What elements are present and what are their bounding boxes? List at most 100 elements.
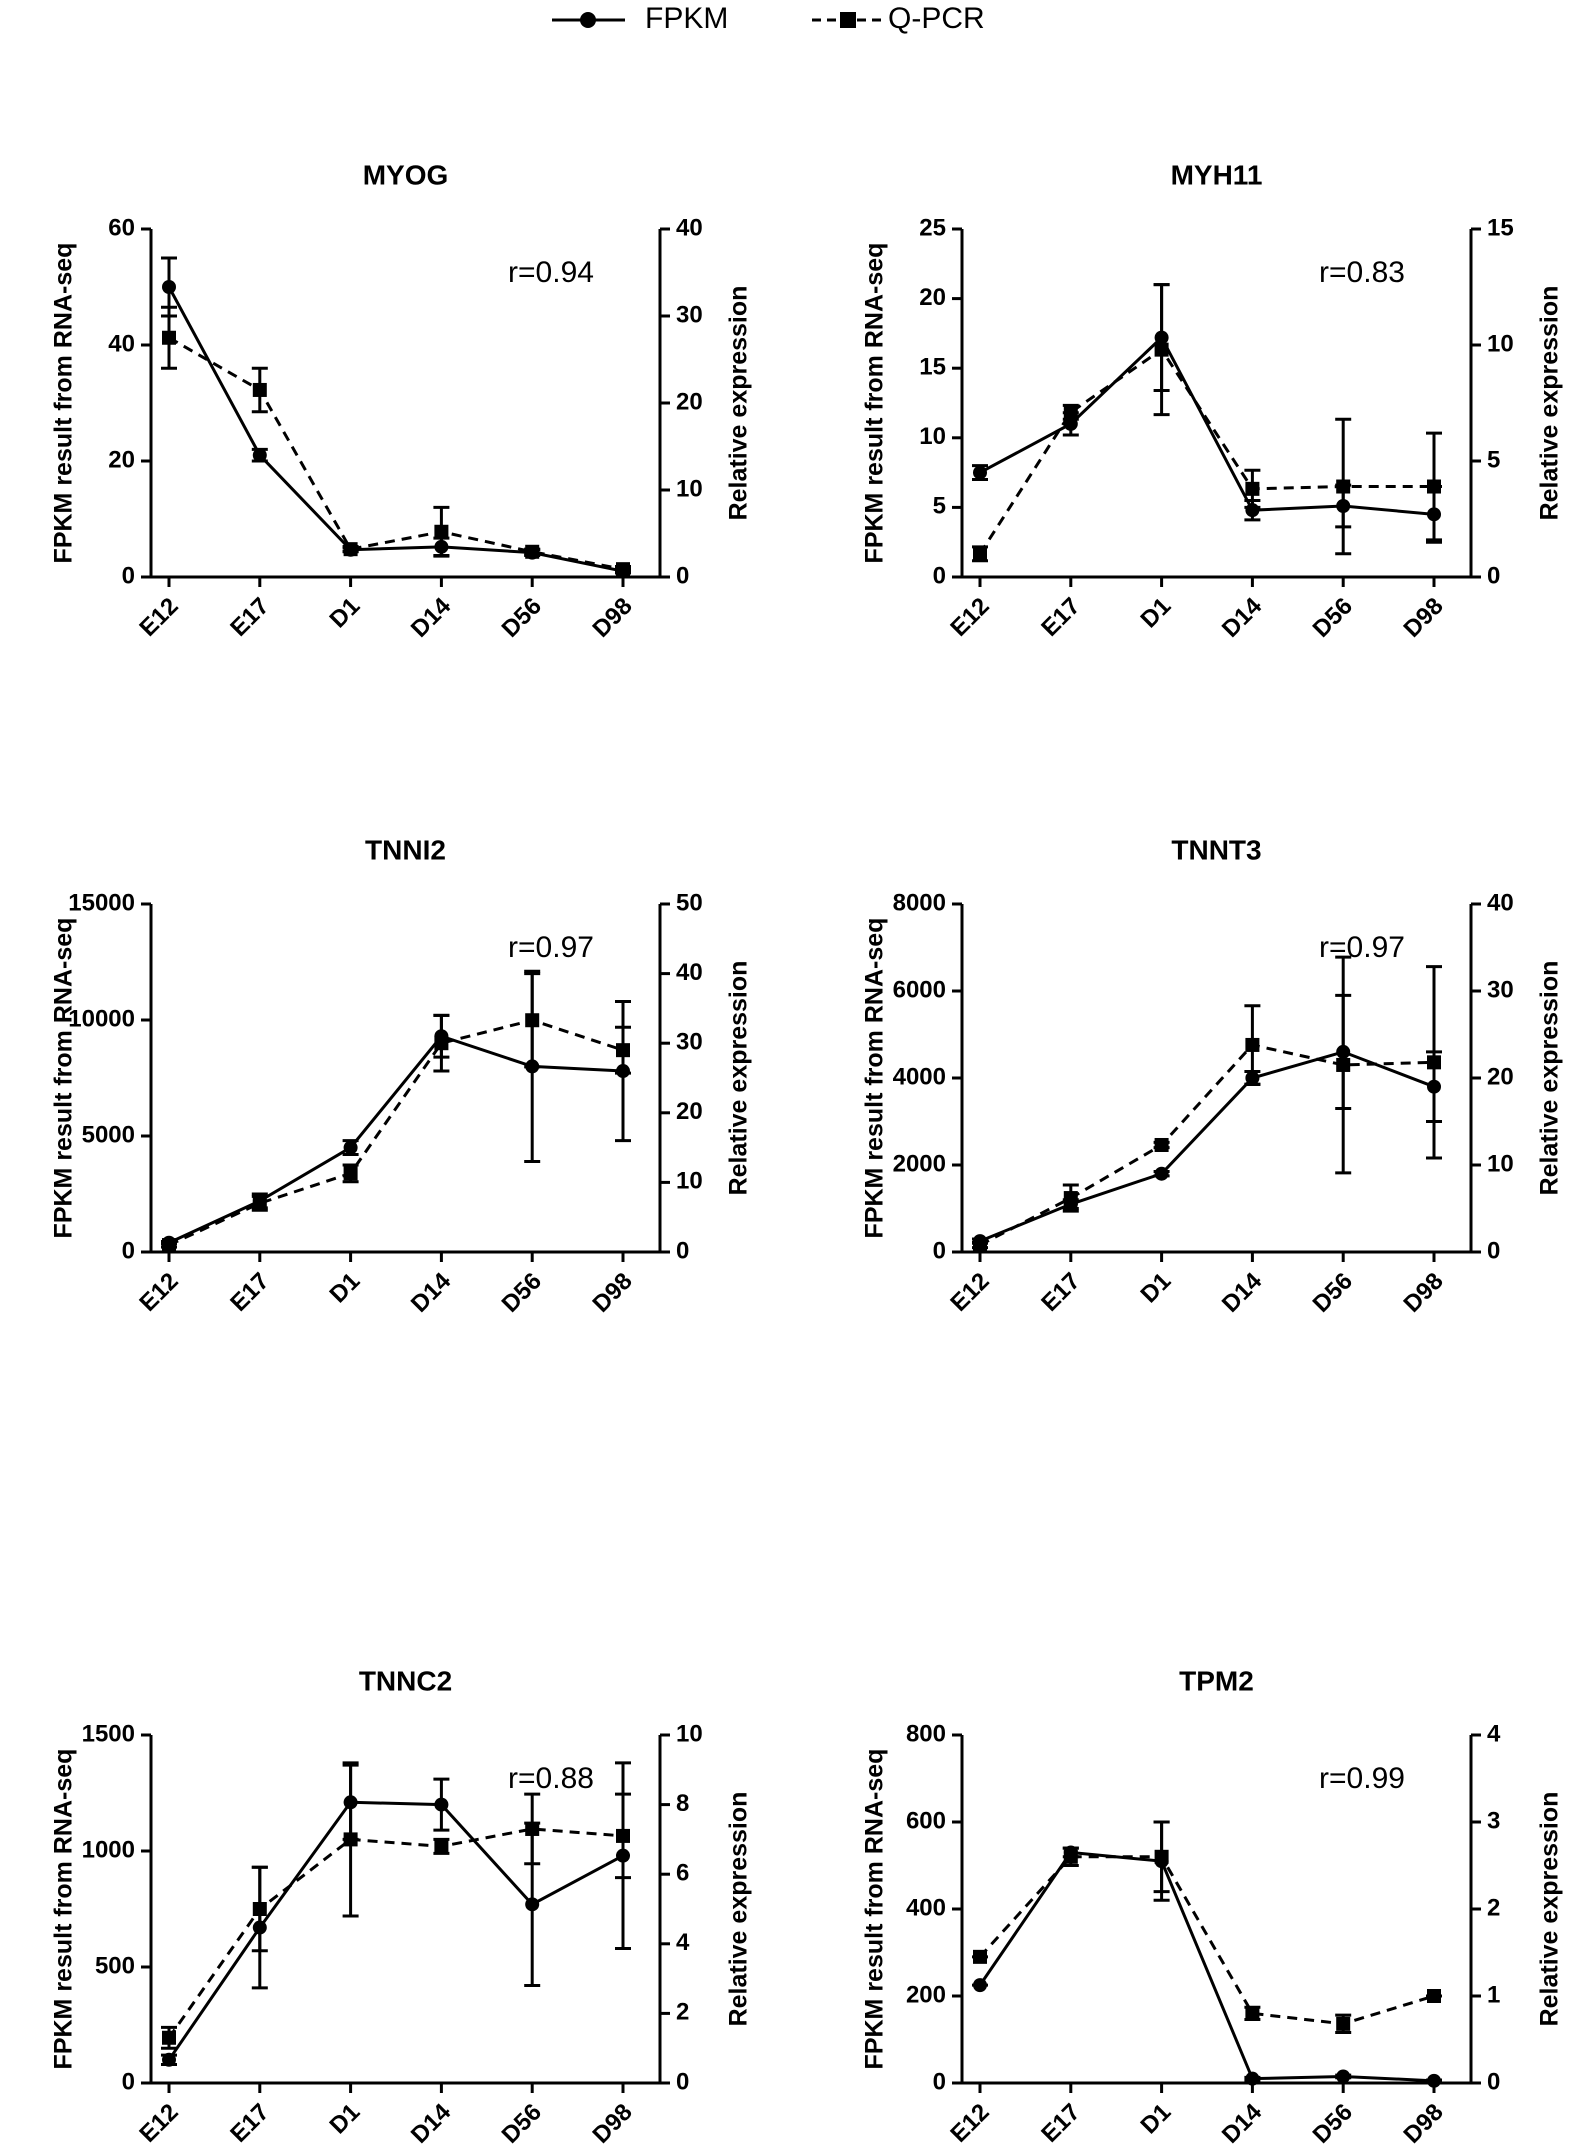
series-line bbox=[168, 1018, 624, 1247]
series-line bbox=[168, 1034, 624, 1245]
panel: TNNT3 r=0.97 0 2000 4000 6000 8000 0 10 20 30 40 FPK… bbox=[861, 834, 1564, 1317]
y2-axis-label: Relative expression bbox=[725, 286, 753, 521]
data-point bbox=[973, 1949, 987, 1964]
x-tick-label: D56 bbox=[497, 1268, 547, 1318]
x-tick-label: E17 bbox=[1036, 1268, 1085, 1317]
panel: MYOG r=0.94 0 20 40 60 0 10 20 30 40 FPKM result fr… bbox=[50, 159, 753, 642]
chart-title: MYOG bbox=[363, 159, 449, 190]
x-tick-label: D98 bbox=[588, 1268, 638, 1318]
y2-tick-label: 0 bbox=[676, 562, 689, 589]
y2-tick-label: 15 bbox=[1487, 214, 1514, 241]
annotation: r=0.83 bbox=[1319, 256, 1405, 289]
x-tick-label: E12 bbox=[134, 2099, 183, 2148]
y-tick-label: 800 bbox=[906, 1720, 946, 1747]
y2-tick-label: 6 bbox=[676, 1860, 689, 1887]
x-tick-label: D98 bbox=[588, 593, 638, 643]
y2-axis-label: Relative expression bbox=[1536, 1792, 1564, 2027]
data-point bbox=[1427, 479, 1441, 494]
x-tick-label: E17 bbox=[225, 2099, 274, 2148]
data-point bbox=[973, 1238, 987, 1253]
panel: TPM2 r=0.99 0 200 400 600 800 0 1 2 3 4 FPKM result … bbox=[861, 1665, 1564, 2148]
data-point bbox=[343, 1140, 358, 1155]
data-point bbox=[1336, 2016, 1351, 2031]
y-axis-label: FPKM result from RNA-seq bbox=[861, 1749, 889, 2070]
y2-tick-label: 2 bbox=[1487, 1894, 1500, 1921]
y-axis-label: FPKM result from RNA-seq bbox=[50, 918, 78, 1239]
data-point bbox=[252, 1196, 267, 1211]
data-point bbox=[1154, 1137, 1169, 1152]
y2-axis-label: Relative expression bbox=[725, 1792, 753, 2027]
x-tick-label: D1 bbox=[1136, 1268, 1177, 1309]
x-tick-label: D56 bbox=[1308, 1268, 1358, 1318]
x-tick-label: D98 bbox=[1399, 1268, 1449, 1318]
y2-axis-label: Relative expression bbox=[1536, 961, 1564, 1196]
y2-tick-label: 30 bbox=[676, 1029, 703, 1056]
series-line bbox=[167, 1800, 624, 2061]
y-tick-label: 600 bbox=[906, 1807, 946, 1834]
data-point bbox=[162, 330, 176, 345]
data-point bbox=[434, 1797, 449, 1812]
data-point bbox=[162, 2052, 176, 2067]
y2-tick-label: 0 bbox=[676, 1237, 689, 1264]
y-tick-label: 1000 bbox=[82, 1836, 135, 1863]
data-point bbox=[252, 1902, 267, 1916]
data-point bbox=[525, 544, 540, 559]
y-tick-label: 500 bbox=[95, 1952, 135, 1979]
series-line bbox=[978, 1855, 1435, 2026]
x-tick-label: D1 bbox=[325, 593, 366, 634]
y2-tick-label: 40 bbox=[676, 214, 703, 241]
panel: MYH11 r=0.83 0 5 10 15 20 25 0 5 10 15 FPKM result f… bbox=[861, 159, 1564, 642]
y-tick-label: 2000 bbox=[893, 1150, 946, 1177]
y2-tick-label: 8 bbox=[676, 1790, 689, 1817]
series-line bbox=[979, 1043, 1435, 1247]
data-point bbox=[525, 1821, 540, 1836]
x-tick-label: E12 bbox=[945, 593, 994, 642]
data-point bbox=[1063, 405, 1078, 420]
data-point bbox=[1154, 342, 1169, 357]
series-line bbox=[978, 1850, 1435, 2083]
x-tick-label: D56 bbox=[1308, 593, 1358, 643]
y2-tick-label: 10 bbox=[1487, 330, 1514, 357]
data-point bbox=[1154, 1849, 1169, 1864]
data-point bbox=[973, 465, 987, 480]
y2-tick-label: 10 bbox=[1487, 1150, 1514, 1177]
series-line bbox=[978, 347, 1434, 555]
annotation: r=0.97 bbox=[1319, 931, 1405, 964]
data-point bbox=[252, 382, 267, 397]
x-tick-label: E12 bbox=[134, 593, 183, 642]
y-axis-label: FPKM result from RNA-seq bbox=[50, 1749, 78, 2070]
panel: TNNI2 r=0.97 0 5000 10000 15000 0 10 20 30 40 50 FPK… bbox=[50, 834, 753, 1317]
x-tick-label: D56 bbox=[497, 2099, 547, 2149]
data-point bbox=[1427, 2073, 1441, 2088]
x-tick-label: E17 bbox=[1036, 593, 1085, 642]
y2-tick-label: 10 bbox=[676, 475, 703, 502]
x-tick-label: E12 bbox=[945, 2099, 994, 2148]
y-tick-label: 6000 bbox=[893, 976, 946, 1003]
annotation: r=0.88 bbox=[508, 1762, 594, 1795]
y-axis-label: FPKM result from RNA-seq bbox=[50, 243, 78, 564]
y-tick-label: 10 bbox=[919, 423, 946, 450]
y2-axis-label: Relative expression bbox=[1536, 286, 1564, 521]
data-point bbox=[1245, 1037, 1260, 1052]
y2-tick-label: 0 bbox=[1487, 2068, 1500, 2095]
y2-tick-label: 4 bbox=[676, 1929, 690, 1956]
x-tick-label: D1 bbox=[325, 1268, 366, 1309]
annotation: r=0.94 bbox=[508, 256, 594, 289]
x-tick-label: D14 bbox=[1217, 1267, 1268, 1318]
y2-tick-label: 20 bbox=[1487, 1063, 1514, 1090]
data-point bbox=[434, 1036, 449, 1051]
y-axis-label: FPKM result from RNA-seq bbox=[861, 918, 889, 1239]
x-tick-label: D14 bbox=[406, 1267, 457, 1318]
y2-tick-label: 0 bbox=[676, 2068, 689, 2095]
x-tick-label: E12 bbox=[945, 1268, 994, 1317]
x-tick-label: D98 bbox=[588, 2099, 638, 2149]
y2-axis-label: Relative expression bbox=[725, 961, 753, 1196]
y2-tick-label: 20 bbox=[676, 388, 703, 415]
y-tick-label: 0 bbox=[122, 1237, 135, 1264]
data-point bbox=[252, 448, 267, 463]
data-point bbox=[616, 562, 630, 577]
y-tick-label: 15000 bbox=[68, 889, 135, 916]
chart-title: TPM2 bbox=[1179, 1665, 1254, 1696]
y-tick-label: 1500 bbox=[82, 1720, 135, 1747]
